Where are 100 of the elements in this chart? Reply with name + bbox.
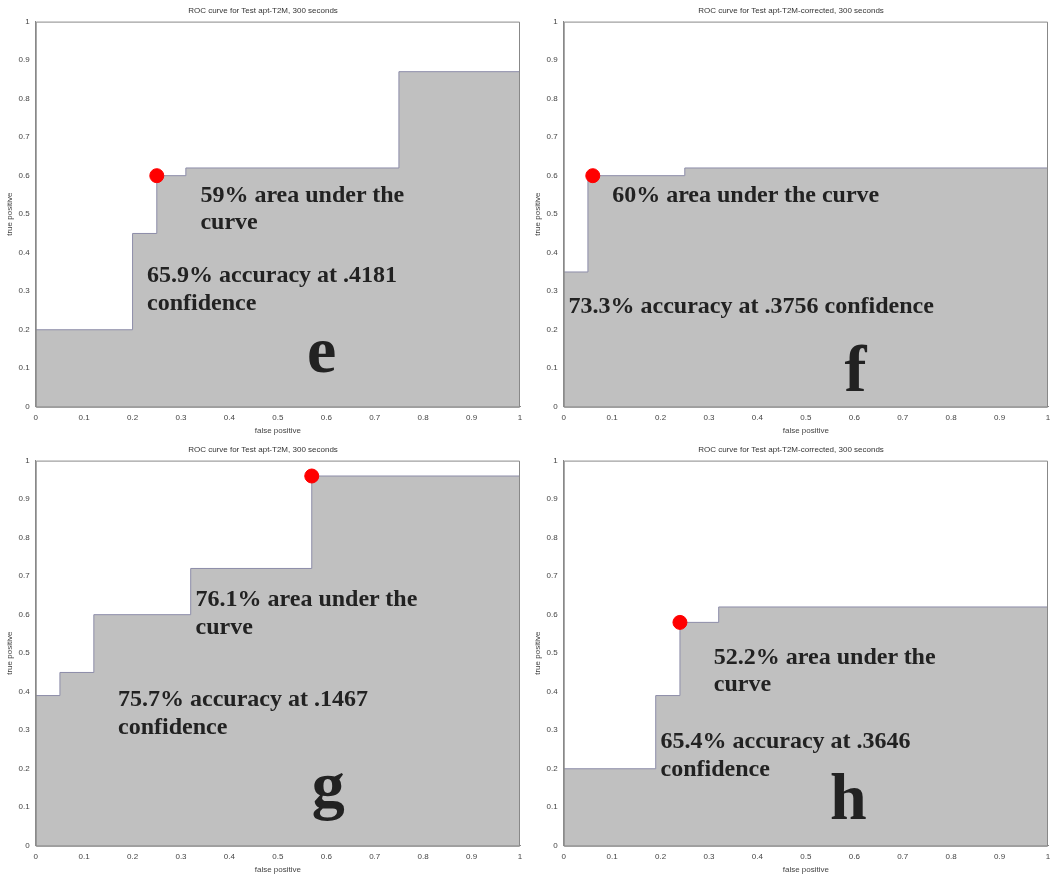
y-axis-title: true positive — [533, 631, 542, 675]
y-tick-label: 1 — [25, 455, 31, 465]
y-tick-label: 0.7 — [18, 132, 31, 142]
annotation: g — [311, 748, 345, 822]
x-tick-label: 0.9 — [994, 851, 1006, 861]
y-tick-label: 0 — [553, 402, 559, 411]
x-tick-label: 0 — [561, 851, 567, 861]
annotation: 60% area under the curve — [612, 180, 880, 207]
x-tick-label: 0.1 — [606, 851, 619, 861]
chart-title: ROC curve for Test apt-T2M-corrected, 300 seconds — [698, 445, 884, 454]
annotation: 65.9% accuracy at .4181 confidence — [147, 261, 398, 316]
y-tick-label: 1 — [25, 16, 31, 26]
x-tick-label: 0.9 — [466, 851, 478, 861]
x-tick-label: 0.6 — [320, 851, 333, 861]
y-tick-label: 0 — [25, 841, 31, 850]
x-tick-label: 0.4 — [751, 851, 764, 861]
x-tick-label: 0.1 — [606, 412, 619, 422]
x-tick-label: 0.7 — [897, 851, 909, 861]
y-tick-label: 0.9 — [546, 494, 559, 504]
y-tick-label: 0.3 — [546, 286, 559, 296]
y-tick-label: 0.1 — [18, 363, 31, 373]
y-axis-title: true positive — [5, 631, 14, 675]
y-tick-label: 1 — [553, 16, 559, 26]
y-tick-label: 0 — [25, 402, 31, 411]
x-tick-label: 1 — [1045, 412, 1051, 422]
chart-title: ROC curve for Test apt-T2M-corrected, 300 seconds — [698, 6, 884, 15]
x-tick-label: 0.4 — [751, 412, 764, 422]
x-tick-label: 0.1 — [78, 851, 91, 861]
x-tick-label: 0.2 — [655, 851, 667, 861]
y-tick-label: 0.8 — [546, 93, 559, 103]
y-tick-label: 0.4 — [18, 686, 31, 696]
x-tick-label: 0.9 — [994, 412, 1006, 422]
x-tick-label: 0.2 — [127, 851, 139, 861]
y-tick-label: 0.1 — [18, 802, 31, 812]
y-tick-label: 0.8 — [18, 93, 31, 103]
x-tick-label: 0.6 — [320, 412, 333, 422]
y-tick-label: 0.4 — [18, 247, 31, 257]
annotation: f — [844, 332, 868, 406]
y-tick-label: 0.2 — [18, 324, 31, 334]
y-tick-label: 0.3 — [18, 286, 31, 296]
x-tick-label: 0.5 — [272, 851, 284, 861]
y-tick-label: 0.6 — [546, 609, 559, 619]
x-tick-label: 0.4 — [223, 412, 236, 422]
y-axis-title: true positive — [533, 192, 542, 236]
x-axis-title: false positive — [254, 426, 302, 436]
x-tick-label: 0.8 — [945, 412, 958, 422]
chart-title: ROC curve for Test apt-T2M, 300 seconds — [188, 6, 338, 15]
y-tick-label: 0.5 — [18, 209, 31, 219]
y-tick-label: 0.9 — [546, 55, 559, 65]
x-tick-label: 0.8 — [945, 851, 958, 861]
y-tick-label: 0.9 — [18, 494, 31, 504]
y-tick-label: 0.7 — [18, 571, 31, 581]
x-tick-label: 0.6 — [848, 851, 861, 861]
y-tick-label: 0.4 — [546, 247, 559, 257]
annotation: 52.2% area under the curve — [713, 642, 936, 697]
y-tick-label: 0.5 — [546, 209, 559, 219]
y-tick-label: 0.2 — [546, 324, 559, 334]
x-tick-label: 0.3 — [703, 412, 716, 422]
annotation: 76.1% area under the curve — [195, 584, 418, 639]
y-tick-label: 0.3 — [546, 725, 559, 735]
y-tick-label: 0.6 — [18, 609, 31, 619]
x-tick-label: 0.3 — [703, 851, 716, 861]
x-tick-label: 0.3 — [175, 851, 188, 861]
x-tick-label: 0.2 — [127, 412, 139, 422]
annotation: e — [306, 313, 337, 387]
annotation: 75.7% accuracy at .1467 confidence — [118, 685, 368, 739]
x-tick-label: 0.5 — [800, 851, 812, 861]
x-tick-label: 0.4 — [223, 851, 236, 861]
x-tick-label: 0.1 — [78, 412, 91, 422]
x-tick-label: 0.5 — [800, 412, 812, 422]
y-tick-label: 0.2 — [18, 763, 31, 773]
y-tick-label: 0.7 — [546, 571, 559, 581]
x-tick-label: 1 — [517, 412, 523, 422]
y-tick-label: 0.5 — [18, 648, 31, 658]
y-tick-label: 0.9 — [18, 55, 31, 65]
annotation: 59% area under the curve — [200, 180, 405, 235]
x-axis-title: false positive — [254, 865, 302, 875]
y-tick-label: 1 — [553, 455, 559, 465]
x-axis-title: false positive — [782, 865, 830, 875]
x-tick-label: 0.6 — [848, 412, 861, 422]
x-tick-label: 0 — [33, 412, 39, 422]
chart-title: ROC curve for Test apt-T2M, 300 seconds — [188, 445, 338, 454]
y-tick-label: 0.8 — [18, 532, 31, 542]
x-tick-label: 0 — [33, 851, 39, 861]
x-tick-label: 0.8 — [417, 851, 430, 861]
x-tick-label: 0 — [561, 412, 567, 422]
y-tick-label: 0.6 — [546, 170, 559, 180]
y-axis-title: true positive — [5, 192, 14, 236]
x-tick-label: 1 — [1045, 851, 1051, 861]
x-tick-label: 0.2 — [655, 412, 667, 422]
y-tick-label: 0.1 — [546, 802, 559, 812]
x-tick-label: 0.7 — [897, 412, 909, 422]
annotation: 73.3% accuracy at .3756 confidence — [568, 292, 935, 319]
x-tick-label: 0.7 — [369, 851, 381, 861]
y-tick-label: 0.3 — [18, 725, 31, 735]
x-tick-label: 0.3 — [175, 412, 188, 422]
y-tick-label: 0.8 — [546, 532, 559, 542]
x-tick-label: 0.5 — [272, 412, 284, 422]
x-tick-label: 1 — [517, 851, 523, 861]
x-tick-label: 0.9 — [466, 412, 478, 422]
